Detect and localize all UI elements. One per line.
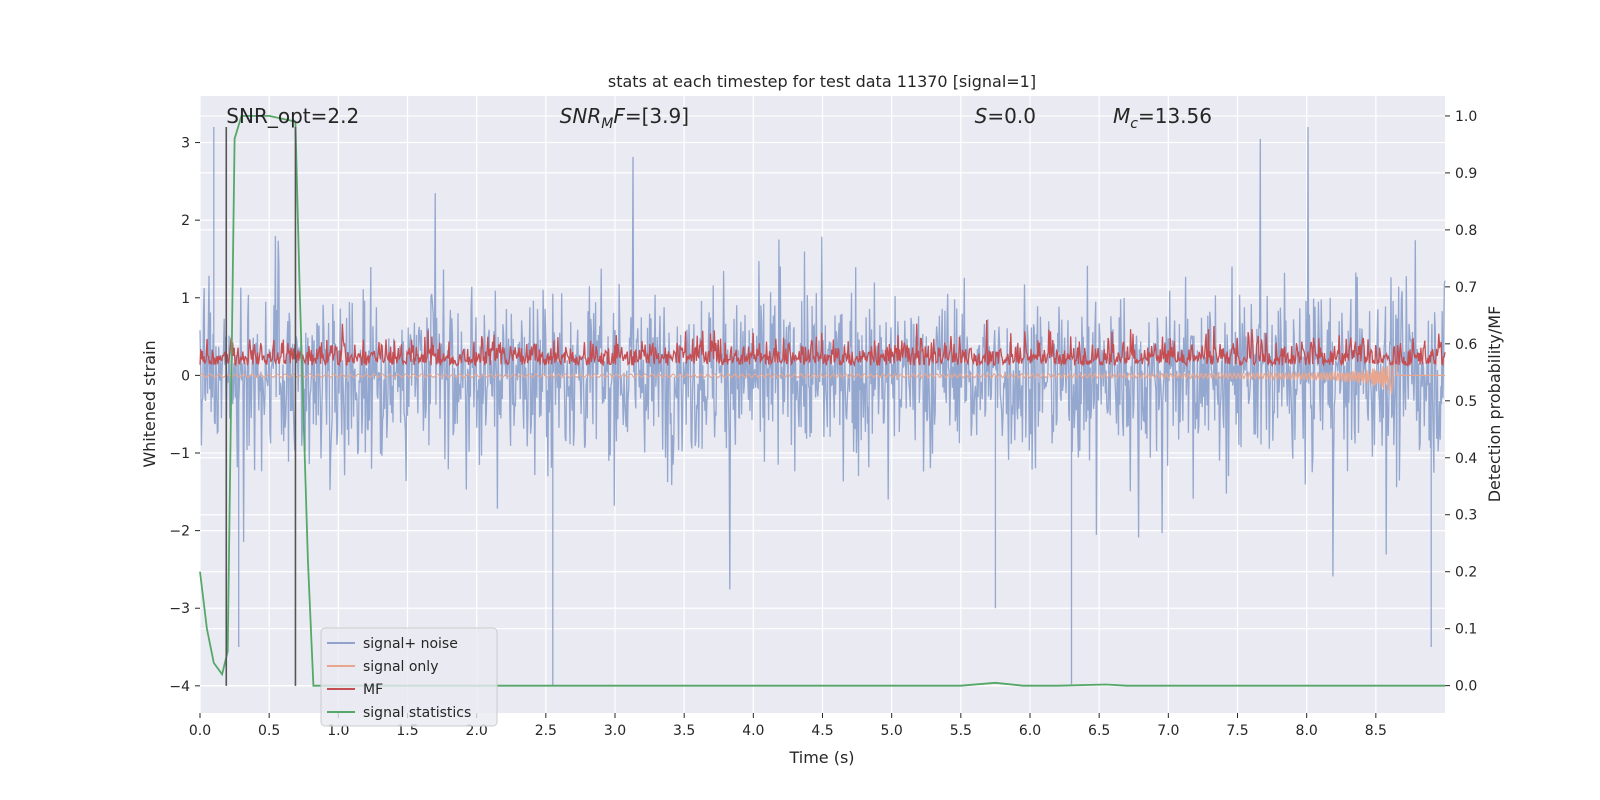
y-right-tick-label: 0.9 [1455, 166, 1477, 182]
legend: signal+ noise signal only MF signal statist… [320, 627, 498, 727]
chart-title: stats at each timestep for test data 113… [608, 72, 1036, 91]
y-right-tick-label: 0.1 [1455, 622, 1477, 638]
annotation-label: S=0.0 [975, 104, 1036, 128]
y-tick-label: 1 [181, 291, 190, 307]
annotation-label: Mc=13.56 [1113, 104, 1212, 132]
x-tick-label: 8.5 [1365, 723, 1387, 739]
axis-ticks: 0.0 0.5 1.0 1.5 2.0 2.5 3.0 3.5 4.0 4.5 5.0 5.5 6.0 6… [169, 109, 1477, 739]
y-right-tick-label: 0.5 [1455, 394, 1477, 410]
y-right-tick-label: 0.0 [1455, 679, 1477, 695]
x-tick-label: 3.0 [604, 723, 626, 739]
y-tick-label: 3 [181, 136, 190, 152]
y-tick-label: 0 [181, 368, 190, 384]
legend-entry-label: signal+ noise [363, 636, 458, 652]
legend-entry-label: signal only [363, 659, 438, 675]
x-tick-label: 1.0 [327, 723, 349, 739]
x-tick-label: 4.0 [742, 723, 764, 739]
y-right-tick-label: 0.4 [1455, 451, 1477, 467]
legend-box [320, 627, 498, 727]
legend-entry-label: signal statistics [363, 705, 471, 721]
x-tick-label: 5.0 [881, 723, 903, 739]
x-tick-label: 8.0 [1296, 723, 1318, 739]
series-signal-noise [199, 126, 1446, 686]
y-tick-label: 2 [181, 213, 190, 229]
y-tick-label: −4 [169, 679, 190, 695]
y-tick-label: −3 [169, 601, 190, 617]
annotations: SNR_opt=2.2 SNRMF=[3.9] S=0.0 Mc=13.56 [226, 104, 1212, 132]
x-tick-label: 7.0 [1157, 723, 1179, 739]
annotation-label: SNR_opt=2.2 [226, 104, 359, 128]
y-tick-label: −1 [169, 446, 190, 462]
y-right-tick-label: 0.2 [1455, 565, 1477, 581]
y-axis-right-label: Detection probability/MF [1485, 306, 1504, 503]
x-tick-label: 0.5 [258, 723, 280, 739]
x-tick-label: 6.5 [1088, 723, 1110, 739]
marker-lines [225, 127, 297, 686]
y-axis-label: Whitened strain [140, 340, 159, 467]
series-mf [199, 319, 1446, 368]
x-tick-label: 1.5 [396, 723, 418, 739]
x-axis-label: Time (s) [788, 748, 854, 767]
series-signal-only [199, 361, 1445, 395]
x-tick-label: 7.5 [1226, 723, 1248, 739]
series-layer [199, 115, 1446, 687]
legend-entry-label: MF [363, 682, 383, 698]
series-signal-statistics [199, 115, 1445, 687]
x-tick-label: 4.5 [811, 723, 833, 739]
y-right-tick-label: 0.6 [1455, 337, 1477, 353]
y-right-tick-label: 0.7 [1455, 280, 1477, 296]
y-right-tick-label: 1.0 [1455, 109, 1477, 125]
x-tick-label: 2.0 [466, 723, 488, 739]
x-tick-label: 5.5 [950, 723, 972, 739]
x-tick-label: 2.5 [535, 723, 557, 739]
x-tick-label: 0.0 [189, 723, 211, 739]
y-tick-label: −2 [169, 524, 190, 540]
y-right-tick-label: 0.8 [1455, 223, 1477, 239]
annotation-label: SNRMF=[3.9] [560, 104, 689, 132]
x-tick-label: 6.0 [1019, 723, 1041, 739]
y-right-tick-label: 0.3 [1455, 508, 1477, 524]
x-tick-label: 3.5 [673, 723, 695, 739]
